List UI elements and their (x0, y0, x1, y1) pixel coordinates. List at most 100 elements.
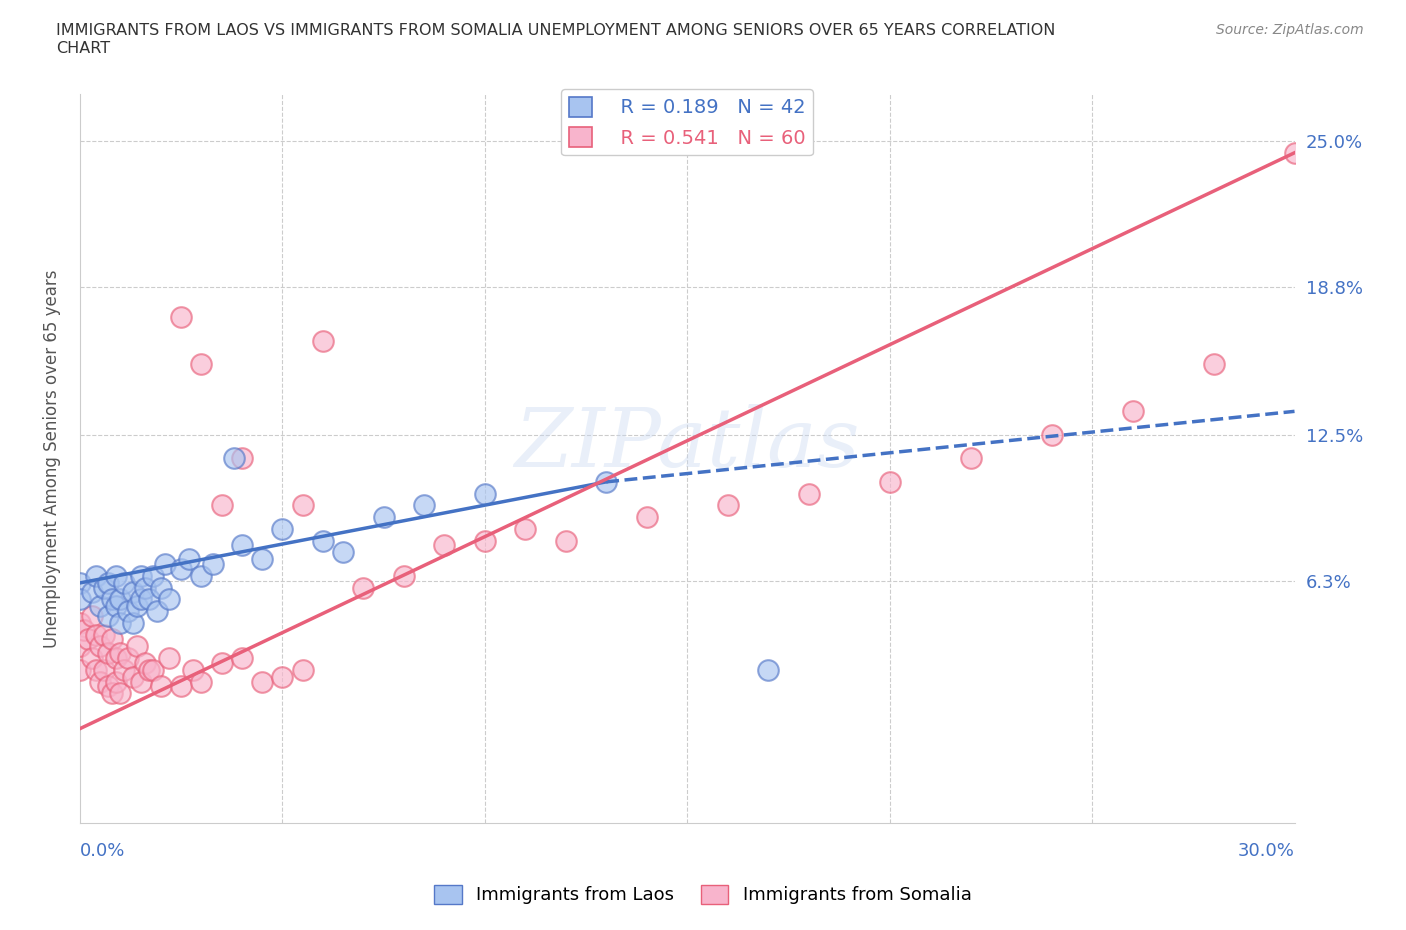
Point (352, 580, 374, 595)
Point (105, 599, 128, 614)
Point (291, 662, 314, 677)
Point (312, 333, 335, 348)
Point (157, 592, 180, 607)
Text: 30.0%: 30.0% (1237, 842, 1295, 859)
Point (97, 679, 120, 694)
Point (231, 538, 253, 552)
Point (149, 679, 172, 694)
Point (84, 627, 107, 642)
Point (1202, 357, 1225, 372)
Point (138, 662, 160, 677)
Point (129, 674, 152, 689)
Point (797, 486, 820, 501)
Point (129, 568, 152, 583)
Point (291, 498, 314, 512)
Point (110, 616, 132, 631)
Point (392, 568, 415, 583)
Point (332, 545, 354, 560)
Point (515, 522, 537, 537)
Point (105, 651, 128, 666)
Point (117, 651, 139, 666)
Point (181, 662, 204, 677)
Point (142, 662, 165, 677)
Point (112, 576, 135, 591)
Legend:   R = 0.189   N = 42,   R = 0.541   N = 60: R = 0.189 N = 42, R = 0.541 N = 60 (561, 89, 813, 155)
Point (80, 651, 103, 666)
Point (138, 592, 160, 607)
Point (190, 674, 212, 689)
Point (69, 639, 91, 654)
Point (77, 631, 100, 646)
Point (146, 604, 169, 618)
Point (474, 533, 496, 548)
Point (312, 533, 335, 548)
Point (84, 662, 107, 677)
Text: IMMIGRANTS FROM LAOS VS IMMIGRANTS FROM SOMALIA UNEMPLOYMENT AMONG SENIORS OVER : IMMIGRANTS FROM LAOS VS IMMIGRANTS FROM … (56, 23, 1056, 56)
Point (149, 580, 172, 595)
Point (105, 568, 128, 583)
Point (1284, 145, 1306, 160)
Point (179, 552, 201, 567)
Point (129, 592, 152, 607)
Point (231, 651, 253, 666)
Point (1040, 428, 1063, 443)
Point (433, 538, 456, 552)
Point (69, 662, 91, 677)
Point (231, 451, 253, 466)
Point (170, 679, 193, 694)
Point (93, 580, 115, 595)
Point (110, 646, 132, 661)
Point (271, 522, 294, 537)
Point (69, 576, 91, 591)
Point (413, 498, 436, 512)
Point (89, 674, 111, 689)
Point (69, 616, 91, 631)
Point (250, 674, 273, 689)
Point (756, 662, 779, 677)
Point (153, 557, 176, 572)
Point (93, 627, 115, 642)
Text: Source: ZipAtlas.com: Source: ZipAtlas.com (1216, 23, 1364, 37)
Point (121, 670, 143, 684)
Point (222, 451, 245, 466)
Point (80, 608, 103, 623)
Point (142, 568, 165, 583)
Point (250, 552, 273, 567)
Point (121, 585, 143, 600)
Point (474, 486, 496, 501)
Point (97, 646, 120, 661)
Point (554, 533, 576, 548)
Point (97, 576, 120, 591)
Point (110, 686, 132, 701)
Point (190, 357, 212, 372)
Point (879, 474, 901, 489)
Point (101, 686, 124, 701)
Point (84, 568, 107, 583)
Point (112, 662, 135, 677)
Point (105, 674, 128, 689)
Point (89, 639, 111, 654)
Point (190, 568, 212, 583)
Point (73, 622, 96, 637)
Point (69, 592, 91, 607)
Point (1122, 404, 1144, 418)
Point (117, 604, 139, 618)
Point (125, 639, 148, 654)
Text: ZIPatlas: ZIPatlas (515, 404, 860, 484)
Point (125, 599, 148, 614)
Point (134, 580, 156, 595)
Point (134, 656, 156, 671)
Point (101, 592, 124, 607)
Point (373, 510, 395, 525)
Text: 0.0%: 0.0% (80, 842, 125, 859)
Point (97, 608, 120, 623)
Point (202, 557, 225, 572)
Point (110, 592, 132, 607)
Y-axis label: Unemployment Among Seniors over 65 years: Unemployment Among Seniors over 65 years (44, 269, 60, 647)
Point (101, 631, 124, 646)
Point (170, 562, 193, 577)
Legend: Immigrants from Laos, Immigrants from Somalia: Immigrants from Laos, Immigrants from So… (427, 878, 979, 911)
Point (211, 498, 233, 512)
Point (271, 670, 294, 684)
Point (170, 310, 193, 325)
